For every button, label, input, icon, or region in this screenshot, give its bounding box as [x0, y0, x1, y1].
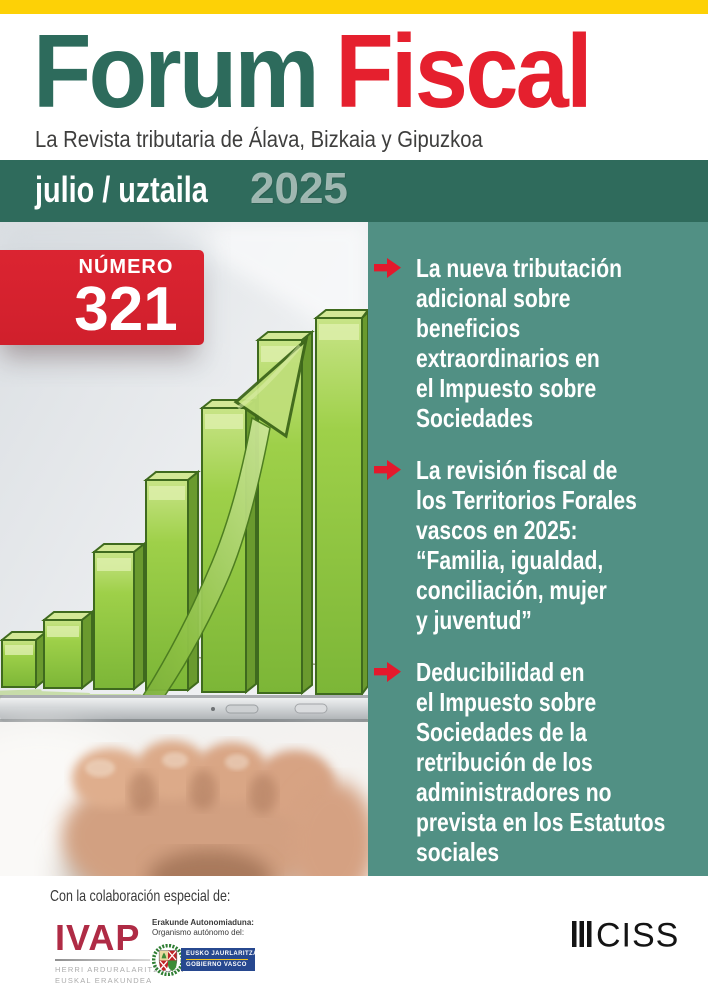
highlight-item-1: La nueva tributación adicional sobre ben… — [374, 253, 700, 433]
gov-heading-es: Organismo autónomo del: — [152, 928, 245, 938]
tablet-illustration — [0, 695, 368, 722]
issue-number-label: NÚMERO — [78, 255, 174, 278]
highlight-item-3: Deducibilidad en el Impuesto sobre Socie… — [374, 657, 700, 867]
gov-wordmark-divider — [186, 959, 248, 961]
cover-main: NÚMERO 321 La nueva tributación adiciona… — [0, 222, 708, 876]
basque-gov-logo: Erakunde Autonomiaduna: Organismo autóno… — [152, 918, 258, 976]
red-arrow-icon — [374, 662, 401, 682]
bar-chart-illustration — [0, 309, 368, 697]
ciss-text: CISS — [596, 918, 679, 950]
red-arrow-icon — [374, 460, 401, 480]
top-accent-bar — [0, 0, 708, 14]
magazine-title: Forum Fiscal — [33, 20, 593, 124]
highlight-text: La nueva tributación adicional sobre ben… — [416, 253, 622, 433]
ciss-wordmark: CISS — [572, 917, 679, 955]
highlights-panel: La nueva tributación adicional sobre ben… — [368, 222, 708, 876]
issue-number-box: NÚMERO 321 — [0, 250, 204, 345]
gov-shield-icon — [152, 943, 184, 976]
title-word-forum: Forum — [33, 14, 320, 130]
highlight-text: Deducibilidad en el Impuesto sobre Socie… — [416, 657, 666, 867]
ivap-tagline-1: HERRI ARDURALARITZAREN — [55, 965, 185, 974]
ivap-logo: IVAP HERRI ARDURALARITZAREN EUSKAL ERAKU… — [55, 920, 185, 986]
masthead: Forum Fiscal La Revista tributaria de Ála… — [0, 14, 708, 160]
gov-heading-eu: Erakunde Autonomiaduna: — [152, 918, 254, 927]
ivap-wordmark: IVAP — [55, 917, 141, 958]
gov-logo-row: EUSKO JAURLARITZA GOBIERNO VASCO — [152, 943, 258, 976]
cover-photo-illustration — [0, 222, 368, 876]
footer: Con la colaboración especial de: IVAP HE… — [0, 876, 708, 1000]
ivap-tagline-2: EUSKAL ERAKUNDEA — [55, 975, 153, 985]
issue-date-band: julio / uztaila 2025 — [0, 160, 708, 222]
gov-wordmark-line-eu: EUSKO JAURLARITZA — [186, 951, 258, 958]
title-word-fiscal: Fiscal — [335, 14, 592, 130]
issue-number-value: 321 — [74, 274, 178, 344]
gov-wordmark-box: EUSKO JAURLARITZA GOBIERNO VASCO — [181, 948, 258, 972]
collaboration-label: Con la colaboración especial de: — [50, 888, 231, 905]
highlight-text: La revisión fiscal de los Territorios Fo… — [416, 455, 637, 635]
ivap-rule — [55, 959, 150, 961]
hand-illustration — [0, 722, 368, 876]
red-arrow-icon — [374, 258, 401, 278]
issue-month: julio / uztaila — [35, 169, 208, 210]
ciss-logo: CISS — [572, 917, 696, 955]
highlight-item-2: La revisión fiscal de los Territorios Fo… — [374, 455, 700, 635]
magazine-subtitle: La Revista tributaria de Álava, Bizkaia … — [35, 126, 483, 152]
gov-wordmark-line-es: GOBIERNO VASCO — [186, 961, 247, 968]
issue-year: 2025 — [250, 164, 348, 213]
